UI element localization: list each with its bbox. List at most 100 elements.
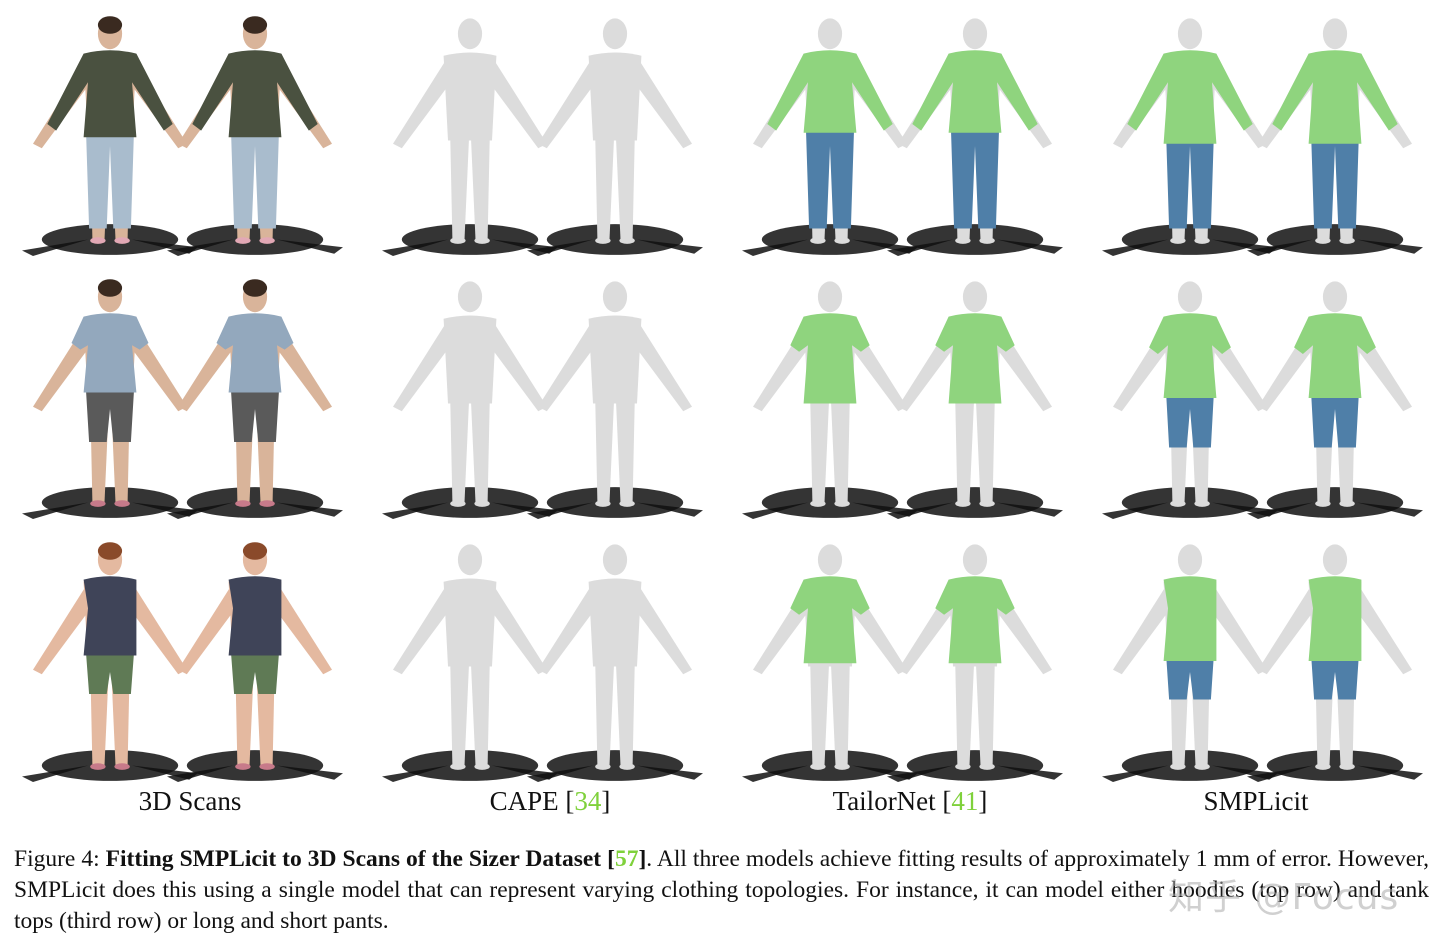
leg bbox=[450, 135, 469, 240]
head bbox=[457, 281, 483, 313]
arm bbox=[1352, 586, 1412, 675]
panel-smplicit-row-3 bbox=[1080, 526, 1440, 789]
arm bbox=[538, 586, 598, 675]
pants bbox=[1165, 650, 1215, 700]
leg bbox=[831, 398, 850, 503]
top-garment bbox=[192, 50, 318, 138]
column-label-smplicit: SMPLicit bbox=[1203, 786, 1309, 816]
torso bbox=[443, 52, 497, 141]
human-figure bbox=[382, 281, 558, 519]
top-garment bbox=[767, 50, 893, 133]
leg bbox=[976, 661, 995, 766]
top-garment bbox=[1308, 576, 1362, 661]
citation-link[interactable]: 34 bbox=[574, 786, 602, 816]
panel-tailornet-row-1 bbox=[720, 0, 1080, 263]
leg bbox=[471, 135, 490, 240]
leg bbox=[471, 398, 490, 503]
leg bbox=[810, 661, 829, 766]
human-figure bbox=[527, 544, 703, 782]
arm bbox=[1207, 586, 1267, 675]
panel-3d-scans-row-1 bbox=[0, 0, 360, 263]
panel-render bbox=[742, 544, 1063, 782]
leg bbox=[616, 398, 635, 503]
arm bbox=[393, 60, 453, 149]
human-figure bbox=[22, 279, 198, 519]
torso bbox=[588, 315, 642, 404]
pants bbox=[1310, 650, 1360, 700]
shadow bbox=[761, 750, 899, 781]
pants bbox=[1310, 387, 1360, 448]
head bbox=[962, 18, 988, 50]
torso bbox=[588, 578, 642, 667]
arm bbox=[272, 586, 332, 675]
panel-smplicit-row-1 bbox=[1080, 0, 1440, 263]
shadow bbox=[906, 224, 1044, 255]
figure-caption: Figure 4: Fitting SMPLicit to 3D Scans o… bbox=[14, 846, 1429, 934]
pants bbox=[230, 124, 280, 229]
panel-render bbox=[1102, 18, 1423, 256]
head bbox=[1177, 544, 1203, 576]
human-figure bbox=[1102, 18, 1278, 256]
citation-link[interactable]: 57 bbox=[614, 846, 639, 872]
panel-3d-scans-row-2 bbox=[0, 263, 360, 526]
shadow bbox=[1121, 487, 1259, 518]
top-garment bbox=[1272, 50, 1398, 144]
pants bbox=[85, 650, 135, 694]
leg bbox=[450, 661, 469, 766]
human-figure bbox=[1247, 281, 1423, 519]
top-garment bbox=[935, 313, 1015, 404]
shadow bbox=[761, 224, 899, 255]
panel-render bbox=[22, 542, 343, 782]
leg bbox=[955, 398, 974, 503]
shadow bbox=[1266, 224, 1404, 255]
head bbox=[962, 544, 988, 576]
panel-render bbox=[742, 18, 1063, 256]
leg bbox=[955, 661, 974, 766]
top-garment bbox=[1127, 50, 1253, 144]
pants bbox=[85, 124, 135, 229]
arm bbox=[1258, 586, 1318, 675]
head bbox=[602, 544, 628, 576]
head bbox=[1322, 281, 1348, 313]
leg bbox=[595, 398, 614, 503]
column-label-cape: CAPE [34] bbox=[489, 786, 611, 816]
shadow bbox=[546, 750, 684, 781]
human-figure bbox=[527, 281, 703, 519]
shadow bbox=[546, 224, 684, 255]
torso bbox=[443, 315, 497, 404]
shadow bbox=[401, 487, 539, 518]
panel-render bbox=[382, 18, 703, 256]
shadow bbox=[1266, 487, 1404, 518]
panel-cape-row-1 bbox=[360, 0, 720, 263]
head bbox=[602, 18, 628, 50]
human-figure bbox=[527, 18, 703, 256]
column-label-3d-scans: 3D Scans bbox=[138, 786, 242, 816]
panel-tailornet-row-3 bbox=[720, 526, 1080, 789]
leg bbox=[616, 661, 635, 766]
head bbox=[817, 18, 843, 50]
human-figure bbox=[887, 281, 1063, 519]
top-garment bbox=[47, 50, 173, 138]
shadow bbox=[1121, 750, 1259, 781]
pants bbox=[85, 387, 135, 442]
pants bbox=[1165, 387, 1215, 448]
human-figure bbox=[742, 281, 918, 519]
arm bbox=[538, 323, 598, 412]
shadow bbox=[41, 750, 179, 781]
shadow bbox=[401, 750, 539, 781]
arm bbox=[632, 323, 692, 412]
panel-3d-scans-row-3 bbox=[0, 526, 360, 789]
head bbox=[1322, 18, 1348, 50]
leg bbox=[595, 661, 614, 766]
shadow bbox=[906, 487, 1044, 518]
column-label-tailornet: TailorNet [41] bbox=[832, 786, 988, 816]
pants bbox=[1310, 124, 1360, 229]
head bbox=[602, 281, 628, 313]
top-garment bbox=[1149, 313, 1231, 398]
top-garment bbox=[790, 576, 870, 664]
arm bbox=[632, 60, 692, 149]
shadow bbox=[1266, 750, 1404, 781]
arm bbox=[538, 60, 598, 149]
leg bbox=[471, 661, 490, 766]
citation-link[interactable]: 41 bbox=[951, 786, 979, 816]
